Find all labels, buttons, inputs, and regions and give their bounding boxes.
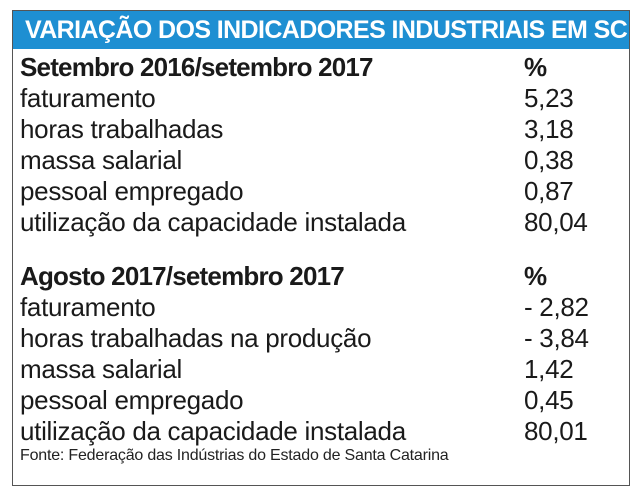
row-value: 1,42 — [524, 354, 574, 384]
section-aug2017-sep2017: Agosto 2017/setembro 2017 % faturamento … — [20, 261, 600, 447]
section-header: Agosto 2017/setembro 2017 % — [20, 261, 600, 292]
row-value: 80,01 — [524, 416, 588, 446]
row-label: massa salarial — [20, 145, 182, 175]
chart-title: VARIAÇÃO DOS INDICADORES INDUSTRIAIS EM … — [13, 11, 629, 49]
section-period-label: Setembro 2016/setembro 2017 — [20, 52, 374, 82]
section-header: Setembro 2016/setembro 2017 % — [20, 52, 600, 83]
table-row: pessoal empregado 0,87 — [20, 176, 600, 207]
section-unit-label: % — [524, 261, 547, 291]
row-label: horas trabalhadas — [20, 114, 224, 144]
row-value: 0,45 — [524, 385, 574, 415]
row-value: 3,18 — [524, 114, 574, 144]
row-value: 0,87 — [524, 176, 574, 206]
section-unit-label: % — [524, 52, 547, 82]
section-sep2016-sep2017: Setembro 2016/setembro 2017 % faturament… — [20, 52, 600, 238]
row-label: faturamento — [20, 83, 156, 113]
row-label: pessoal empregado — [20, 385, 244, 415]
row-label: faturamento — [20, 292, 156, 322]
section-period-label: Agosto 2017/setembro 2017 — [20, 261, 345, 291]
table-row: faturamento 5,23 — [20, 83, 600, 114]
row-label: utilização da capacidade instalada — [20, 416, 406, 446]
table-row: utilização da capacidade instalada 80,04 — [20, 207, 600, 238]
row-value: 80,04 — [524, 207, 588, 237]
row-label: horas trabalhadas na produção — [20, 323, 372, 353]
table-row: horas trabalhadas 3,18 — [20, 114, 600, 145]
row-label: utilização da capacidade instalada — [20, 207, 406, 237]
table-row: faturamento - 2,82 — [20, 292, 600, 323]
table-row: horas trabalhadas na produção - 3,84 — [20, 323, 600, 354]
table-row: utilização da capacidade instalada 80,01 — [20, 416, 600, 447]
row-label: massa salarial — [20, 354, 182, 384]
row-value: - 3,84 — [524, 323, 589, 353]
table-row: massa salarial 0,38 — [20, 145, 600, 176]
table-row: pessoal empregado 0,45 — [20, 385, 600, 416]
row-value: 5,23 — [524, 83, 574, 113]
row-label: pessoal empregado — [20, 176, 244, 206]
table-row: massa salarial 1,42 — [20, 354, 600, 385]
row-value: - 2,82 — [524, 292, 589, 322]
source-note: Fonte: Federação das Indústrias do Estad… — [20, 447, 449, 464]
row-value: 0,38 — [524, 145, 574, 175]
infographic-frame: VARIAÇÃO DOS INDICADORES INDUSTRIAIS EM … — [12, 10, 630, 486]
